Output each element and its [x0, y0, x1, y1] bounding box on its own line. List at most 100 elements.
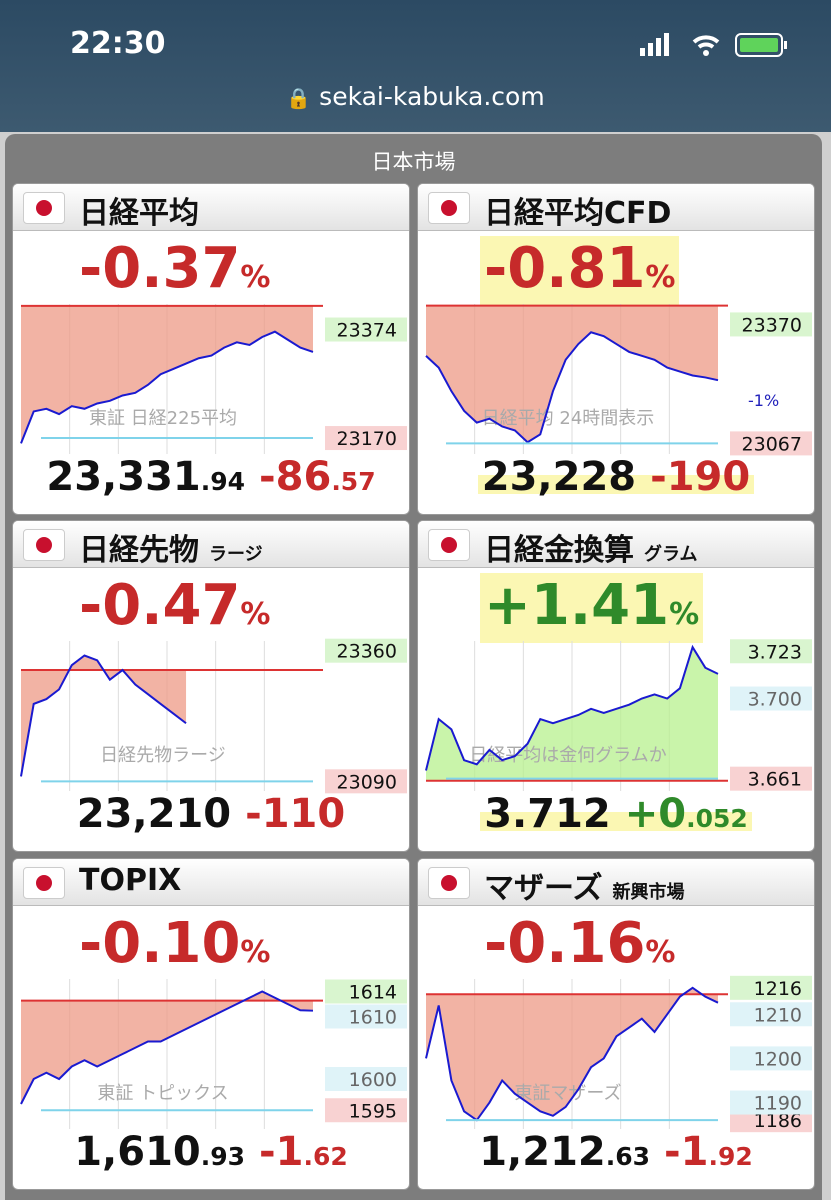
price-decimal: .93: [200, 1142, 246, 1171]
clock: 22:30: [70, 26, 166, 61]
percent-value: -0.47: [79, 573, 241, 638]
price-row: 23,210 -110: [13, 791, 409, 837]
price-line: [20, 654, 187, 777]
watermark: 日経平均 24時間表示: [482, 408, 655, 429]
market-card[interactable]: 日経先物 ラージ -0.47% 日経先物ラージ 23090 23360 23,210 -110: [12, 520, 410, 852]
percent-unit: %: [645, 935, 676, 970]
y-tick-label: 1614: [349, 982, 397, 1004]
market-name: 日経平均: [79, 188, 199, 232]
change-area: [21, 305, 313, 444]
y-tick-label: 23170: [337, 428, 397, 450]
price-chart: 日経先物ラージ 23090 23360: [20, 638, 407, 794]
market-card[interactable]: 日経金換算 グラム +1.41% 日経平均は金何グラムか 3.661 3.700 3.723…: [417, 520, 815, 852]
y-tick-label: 1210: [754, 1004, 802, 1026]
market-name: 日経金換算 グラム: [484, 525, 697, 569]
market-card[interactable]: TOPIX -0.10% 東証 トピックス 1595 1600 1610 1614 1,610…: [12, 858, 410, 1190]
percent-value: +1.41: [484, 573, 670, 638]
watermark: 東証 日経225平均: [89, 408, 237, 429]
y-tick-label: 1186: [754, 1110, 802, 1132]
y-tick-label: 1216: [754, 978, 802, 1000]
watermark: 東証 トピックス: [97, 1083, 228, 1104]
price-chart: 東証 トピックス 1595 1600 1610 1614: [20, 979, 407, 1129]
price-group: 1,212.63 -1.92: [479, 1129, 753, 1175]
watermark: 日経先物ラージ: [100, 745, 226, 766]
price-group: 1,610.93 -1.62: [74, 1129, 348, 1175]
tick-box: [730, 1046, 812, 1071]
y-tick-label: 23090: [337, 771, 397, 793]
change: -1: [664, 1129, 709, 1175]
change-percent: -0.16%: [480, 911, 679, 981]
name-text: 日経金換算: [484, 533, 634, 568]
price-group: 23,210 -110: [77, 791, 345, 837]
price-row: 1,212.63 -1.92: [418, 1129, 814, 1175]
flag: [23, 529, 65, 561]
name-sub: ラージ: [209, 544, 263, 565]
tick-box: [730, 1090, 812, 1115]
tick-box: [325, 638, 407, 663]
change-area: [21, 655, 187, 777]
flag: [428, 529, 470, 561]
price-line: [425, 331, 719, 444]
y-tick-label: 1610: [349, 1007, 397, 1029]
flag: [23, 867, 65, 899]
percent-unit: %: [645, 260, 676, 295]
card-header: 日経金換算 グラム: [418, 521, 814, 568]
change-area: [426, 305, 718, 443]
market-card[interactable]: マザーズ 新興市場 -0.16% 東証マザーズ 1186 1190 1200 1210 1216…: [417, 858, 815, 1190]
name-sub: 新興市場: [612, 882, 685, 903]
price: 1,610: [74, 1129, 201, 1175]
tick-box: [730, 975, 812, 1000]
price-line: [425, 986, 719, 1122]
url-bar[interactable]: 🔒 sekai-kabuka.com: [286, 82, 545, 111]
change-percent: -0.81%: [480, 236, 680, 306]
tick-box: [730, 312, 812, 337]
tick-box: [325, 1098, 407, 1123]
price-decimal: .63: [605, 1142, 651, 1171]
price-group: 23,331.94 -86.57: [46, 454, 375, 500]
card-header: 日経先物 ラージ: [13, 521, 409, 568]
percent-value: -0.37: [79, 236, 241, 301]
price-row: 1,610.93 -1.62: [13, 1129, 409, 1175]
price: 23,331: [46, 454, 201, 500]
watermark: 日経平均は金何グラムか: [469, 745, 666, 766]
price-row: 23,331.94 -86.57: [13, 454, 409, 500]
tick-box: [325, 426, 407, 451]
tick-box: [730, 766, 812, 791]
tick-box: [325, 979, 407, 1004]
percent-value: -0.10: [79, 911, 241, 976]
y-tick-label: 23370: [742, 314, 802, 336]
status-bar: 22:30 🔒 sekai-kabuka.com: [0, 0, 831, 132]
card-header: TOPIX: [13, 859, 409, 906]
change-decimal: .92: [708, 1142, 753, 1171]
tick-box: [325, 1067, 407, 1091]
tick-box: [730, 686, 812, 711]
y-tick-label: 1190: [754, 1093, 802, 1115]
y-tick-label: 1200: [754, 1048, 802, 1070]
flag: [428, 867, 470, 899]
price-decimal: .94: [200, 467, 246, 496]
y-tick-label: 23067: [742, 433, 802, 455]
section-title: 日本市場: [371, 150, 456, 174]
tick-box: [325, 769, 407, 794]
url: sekai-kabuka.com: [319, 82, 545, 111]
price-line: [20, 990, 314, 1105]
price-line: [20, 330, 314, 444]
annotation: -1%: [748, 391, 779, 410]
market-card[interactable]: 日経平均CFD -0.81% 日経平均 24時間表示 23067 23370 -1% 23,…: [417, 183, 815, 515]
name-text: 日経先物: [79, 533, 199, 568]
change-area: [21, 991, 313, 1104]
change-percent: +1.41%: [480, 573, 704, 643]
y-tick-label: 23360: [337, 641, 397, 663]
change: +0: [624, 791, 687, 837]
name-text: TOPIX: [79, 863, 182, 898]
price-group: 23,228 -190: [477, 454, 755, 500]
market-card[interactable]: 日経平均 -0.37% 東証 日経225平均 23170 23374 23,331.94-…: [12, 183, 410, 515]
card-header: 日経平均CFD: [418, 184, 814, 231]
price-chart: 東証 日経225平均 23170 23374: [20, 304, 407, 454]
name-text: 日経平均: [79, 196, 199, 231]
flag: [428, 192, 470, 224]
percent-unit: %: [240, 935, 271, 970]
percent-unit: %: [240, 260, 271, 295]
